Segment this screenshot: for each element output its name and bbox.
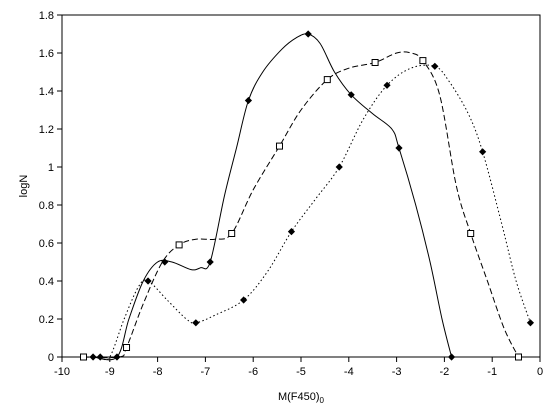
y-tick-label: 1 (48, 162, 54, 174)
series-2-point (228, 230, 236, 237)
series-line-2 (83, 51, 519, 359)
y-tick-label: 1.4 (39, 86, 54, 98)
x-axis-title: M(F450)0 (278, 391, 325, 405)
y-tick-label: 1.6 (39, 48, 54, 60)
series-2-point (275, 142, 283, 150)
series-3-point (192, 319, 200, 327)
series-line-1 (93, 33, 453, 361)
series-2-point (419, 57, 427, 65)
series-2-point (371, 59, 379, 66)
series-layer (83, 33, 531, 361)
y-tick-label: 0.2 (39, 314, 54, 326)
x-tick-label: -8 (153, 366, 163, 378)
series-1-point (206, 258, 214, 266)
series-1-point (447, 353, 456, 361)
series-2-point (123, 344, 131, 351)
x-tick-label: 0 (537, 366, 543, 378)
y-tick-label: 0 (48, 352, 54, 364)
series-3-point (479, 148, 487, 156)
series-3-point (526, 319, 535, 327)
series-2-point (80, 353, 88, 361)
x-tick-label: -9 (105, 366, 115, 378)
x-tick-label: -5 (296, 366, 306, 378)
series-2-point (175, 241, 183, 249)
series-3-point (96, 353, 104, 361)
series-1-point (304, 30, 312, 38)
series-2-point (323, 76, 331, 84)
x-tick-label: -10 (54, 366, 70, 378)
x-tick-label: -4 (344, 366, 354, 378)
x-tick-label: -1 (487, 366, 497, 378)
x-axis-title-subscript: 0 (320, 396, 325, 405)
x-tick-label: -7 (201, 366, 211, 378)
y-tick-label: 0.4 (39, 276, 54, 288)
series-3-point (335, 163, 343, 171)
series-2-point (514, 353, 522, 361)
series-1-point (347, 91, 355, 99)
y-tick-label: 0.8 (39, 200, 54, 212)
series-3-point (383, 81, 391, 89)
x-axis-title-main: M(F450) (278, 391, 320, 403)
series-2-point (467, 230, 475, 237)
series-1-point (113, 353, 121, 361)
y-tick-label: 0.6 (39, 238, 54, 250)
series-line-3 (100, 64, 531, 361)
y-tick-label: 1.2 (39, 124, 54, 136)
y-tick-label: 1.8 (39, 10, 54, 22)
series-1-point (395, 144, 403, 152)
y-axis-ticks: 0 0.2 0.4 0.6 0.8 1 1.2 1.4 1.6 1.8 (39, 10, 62, 364)
series-3-point (287, 228, 296, 236)
x-tick-label: -6 (248, 366, 258, 378)
marker-layer (80, 30, 535, 361)
plot-area-frame (61, 14, 541, 358)
series-3-point (431, 62, 439, 70)
x-tick-label: -3 (392, 366, 402, 378)
x-tick-label: -2 (440, 366, 450, 378)
x-axis-ticks: -10 -9 -8 -7 -6 -5 -4 -3 -2 -1 0 (54, 357, 543, 378)
series-3-point (144, 277, 152, 285)
series-1-point (244, 96, 253, 105)
y-axis-title: logN (18, 175, 30, 198)
series-3-point (240, 296, 248, 304)
series-1-point (161, 258, 169, 266)
series-1-point (89, 353, 97, 361)
